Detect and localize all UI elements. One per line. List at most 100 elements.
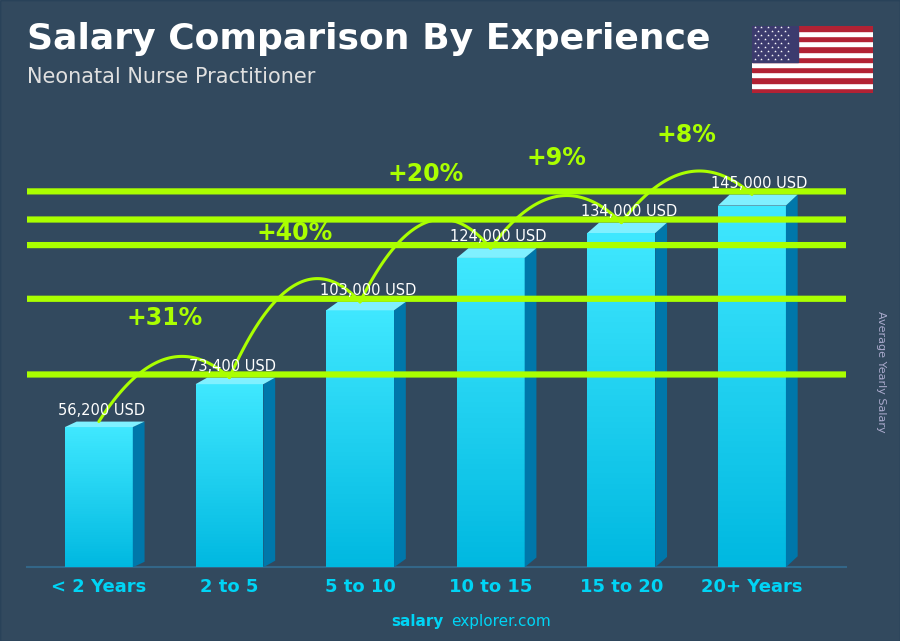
Text: 145,000 USD: 145,000 USD (712, 176, 808, 191)
Bar (588, 478, 655, 484)
Bar (718, 242, 786, 248)
Bar (326, 550, 394, 554)
Bar (326, 542, 394, 546)
Bar (326, 413, 394, 417)
Bar (195, 506, 264, 510)
Bar (588, 417, 655, 422)
Bar (718, 284, 786, 290)
Polygon shape (456, 248, 536, 258)
Bar (65, 497, 133, 499)
Bar (718, 392, 786, 399)
Bar (588, 522, 655, 528)
Bar (65, 506, 133, 509)
Text: 103,000 USD: 103,000 USD (320, 283, 416, 298)
Bar (718, 404, 786, 410)
Bar (195, 485, 264, 488)
Text: Average Yearly Salary: Average Yearly Salary (877, 311, 886, 433)
Bar (588, 501, 655, 506)
Bar (65, 528, 133, 530)
Bar (718, 549, 786, 555)
Bar (588, 517, 655, 522)
Bar (718, 369, 786, 374)
Bar (456, 454, 525, 459)
Text: +20%: +20% (387, 162, 464, 186)
Text: 56,200 USD: 56,200 USD (58, 403, 146, 418)
Bar (195, 454, 264, 458)
Bar (752, 26, 798, 62)
Bar (456, 526, 525, 531)
Bar (588, 244, 655, 250)
Bar (588, 328, 655, 333)
Polygon shape (718, 194, 797, 206)
Polygon shape (65, 422, 145, 427)
Bar (65, 438, 133, 441)
Bar (456, 299, 525, 304)
Bar (588, 288, 655, 294)
Bar (456, 542, 525, 547)
Text: 124,000 USD: 124,000 USD (450, 229, 546, 244)
Polygon shape (588, 222, 667, 233)
Bar (195, 408, 264, 412)
Bar (195, 467, 264, 470)
Bar (326, 340, 394, 345)
Bar (718, 326, 786, 332)
Bar (718, 531, 786, 537)
Polygon shape (655, 222, 667, 567)
Bar (588, 300, 655, 305)
Bar (195, 424, 264, 427)
Bar (752, 36, 873, 41)
Bar (195, 399, 264, 403)
Polygon shape (326, 302, 406, 310)
Bar (456, 537, 525, 542)
Bar (456, 495, 525, 500)
Bar (65, 441, 133, 444)
Bar (588, 383, 655, 389)
Polygon shape (0, 217, 900, 222)
Bar (326, 546, 394, 550)
Bar (718, 344, 786, 350)
Bar (588, 395, 655, 400)
Bar (456, 320, 525, 325)
Bar (588, 333, 655, 339)
Bar (718, 495, 786, 501)
Bar (456, 521, 525, 526)
Bar (718, 483, 786, 489)
Bar (65, 560, 133, 563)
Bar (195, 512, 264, 515)
Bar (588, 540, 655, 545)
Bar (326, 473, 394, 478)
Bar (456, 438, 525, 444)
Bar (456, 516, 525, 521)
Bar (65, 469, 133, 472)
Bar (326, 486, 394, 490)
Bar (588, 372, 655, 378)
Bar (326, 426, 394, 430)
Bar (752, 83, 873, 88)
Bar (195, 472, 264, 476)
Bar (65, 502, 133, 504)
Bar (195, 497, 264, 500)
Bar (65, 483, 133, 485)
Bar (456, 310, 525, 315)
Bar (195, 515, 264, 519)
Bar (588, 400, 655, 406)
Bar (326, 396, 394, 400)
Bar (718, 356, 786, 362)
Bar (456, 304, 525, 310)
Bar (65, 539, 133, 542)
Bar (326, 537, 394, 542)
Polygon shape (786, 194, 797, 567)
Bar (195, 543, 264, 546)
Bar (195, 430, 264, 433)
Bar (65, 465, 133, 467)
Bar (326, 430, 394, 435)
Bar (456, 361, 525, 366)
Bar (326, 503, 394, 507)
Bar (326, 332, 394, 336)
Bar (752, 31, 873, 36)
Bar (718, 374, 786, 380)
Bar (588, 261, 655, 267)
Bar (718, 555, 786, 562)
Bar (65, 481, 133, 483)
Bar (718, 314, 786, 320)
